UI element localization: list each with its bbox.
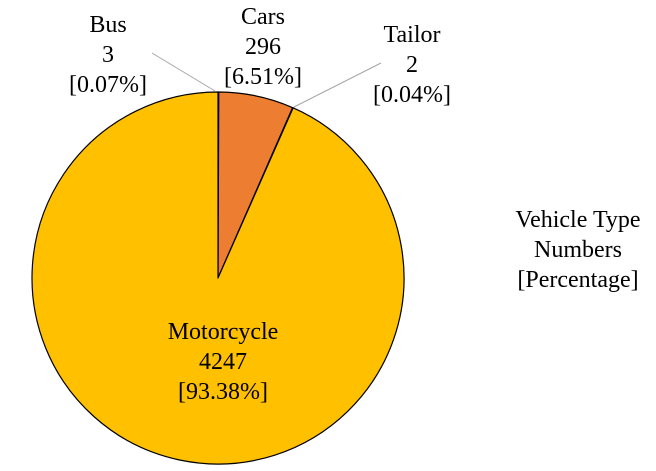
pie-slices	[31, 91, 405, 465]
callout-tailor-label: Tailor	[383, 22, 441, 48]
chart-title-line-1: Vehicle Type	[515, 207, 641, 233]
callout-motorcycle: Motorcycle 4247 [93.38%]	[168, 317, 279, 407]
callout-motorcycle-value: 4247	[199, 349, 247, 375]
callout-motorcycle-percent: [93.38%]	[178, 379, 268, 405]
callout-cars-label: Cars	[240, 4, 285, 30]
pie-slice-motorcycle	[31, 91, 405, 465]
leader-line-bus	[151, 52, 216, 92]
callout-bus-label: Bus	[89, 12, 127, 38]
callout-bus: Bus 3 [0.07%]	[69, 10, 147, 100]
leader-line-tailor	[293, 62, 382, 108]
callout-tailor-value: 2	[405, 52, 418, 78]
callout-bus-value: 3	[101, 42, 114, 68]
callout-motorcycle-label: Motorcycle	[167, 319, 279, 345]
callout-cars-value: 296	[244, 34, 281, 60]
chart-title: Vehicle Type Numbers [Percentage]	[515, 205, 640, 295]
callout-tailor: Tailor 2 [0.04%]	[373, 20, 451, 110]
callout-cars: Cars 296 [6.51%]	[224, 2, 302, 92]
callout-tailor-percent: [0.04%]	[373, 82, 451, 108]
chart-title-line-2: Numbers	[534, 237, 622, 263]
chart-title-line-3: [Percentage]	[517, 267, 639, 293]
callout-bus-percent: [0.07%]	[69, 72, 147, 98]
callout-cars-percent: [6.51%]	[224, 64, 302, 90]
